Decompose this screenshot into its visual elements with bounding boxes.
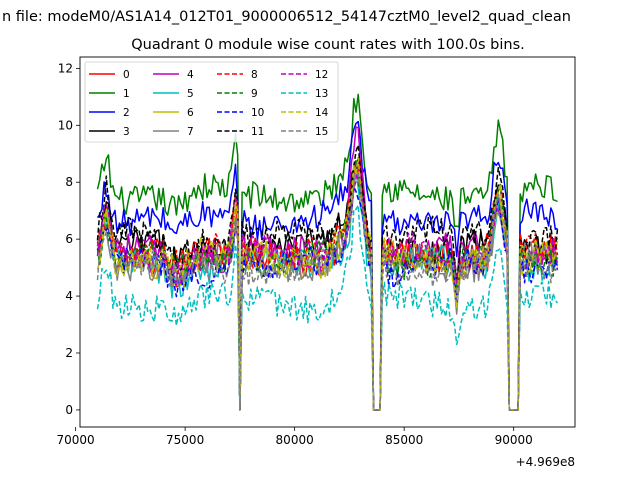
x-offset-text: +4.969e8 bbox=[516, 455, 575, 469]
y-tick-label: 6 bbox=[65, 232, 73, 246]
series-line-12 bbox=[96, 160, 559, 411]
legend-label-2: 2 bbox=[123, 107, 130, 119]
series-line-11 bbox=[96, 144, 559, 411]
x-tick-label: 75000 bbox=[166, 433, 204, 447]
series-line-1 bbox=[96, 93, 558, 411]
legend-label-6: 6 bbox=[187, 107, 194, 119]
y-tick-label: 8 bbox=[65, 175, 73, 189]
series-line-14 bbox=[96, 157, 558, 411]
series-line-13 bbox=[96, 204, 559, 411]
legend-label-13: 13 bbox=[315, 88, 328, 100]
y-tick-label: 2 bbox=[65, 346, 73, 360]
legend-label-8: 8 bbox=[251, 69, 258, 81]
y-axis: 0 2 4 6 8 10 12 bbox=[58, 61, 80, 417]
legend-frame bbox=[84, 61, 339, 143]
legend-label-7: 7 bbox=[187, 126, 194, 138]
legend-label-14: 14 bbox=[315, 107, 329, 119]
y-tick-label: 10 bbox=[58, 118, 73, 132]
legend-label-5: 5 bbox=[187, 88, 194, 100]
y-tick-label: 4 bbox=[65, 289, 73, 303]
chart-title: Quadrant 0 module wise count rates with … bbox=[131, 37, 525, 53]
series-line-10 bbox=[96, 185, 559, 411]
x-tick-label: 80000 bbox=[276, 433, 314, 447]
legend-label-11: 11 bbox=[251, 126, 264, 138]
series-layer bbox=[96, 93, 559, 411]
series-line-15 bbox=[96, 173, 558, 411]
legend-label-1: 1 bbox=[123, 88, 130, 100]
x-tick-label: 90000 bbox=[495, 433, 533, 447]
legend-label-12: 12 bbox=[315, 69, 328, 81]
y-tick-label: 12 bbox=[58, 61, 73, 75]
x-axis: 70000 75000 80000 85000 90000 bbox=[57, 427, 533, 447]
plot-frame bbox=[79, 56, 576, 428]
legend-label-4: 4 bbox=[187, 69, 194, 81]
x-tick-label: 70000 bbox=[57, 433, 95, 447]
legend-label-3: 3 bbox=[123, 126, 130, 138]
y-tick-label: 0 bbox=[65, 403, 73, 417]
series-line-2 bbox=[96, 120, 558, 411]
figure-suptitle: n file: modeM0/AS1A14_012T01_9000006512_… bbox=[2, 9, 571, 25]
legend-label-0: 0 bbox=[123, 69, 130, 81]
x-tick-label: 85000 bbox=[385, 433, 423, 447]
legend-label-10: 10 bbox=[251, 107, 264, 119]
series-line-9 bbox=[96, 159, 559, 411]
legend-label-15: 15 bbox=[315, 126, 328, 138]
legend-label-9: 9 bbox=[251, 88, 258, 100]
